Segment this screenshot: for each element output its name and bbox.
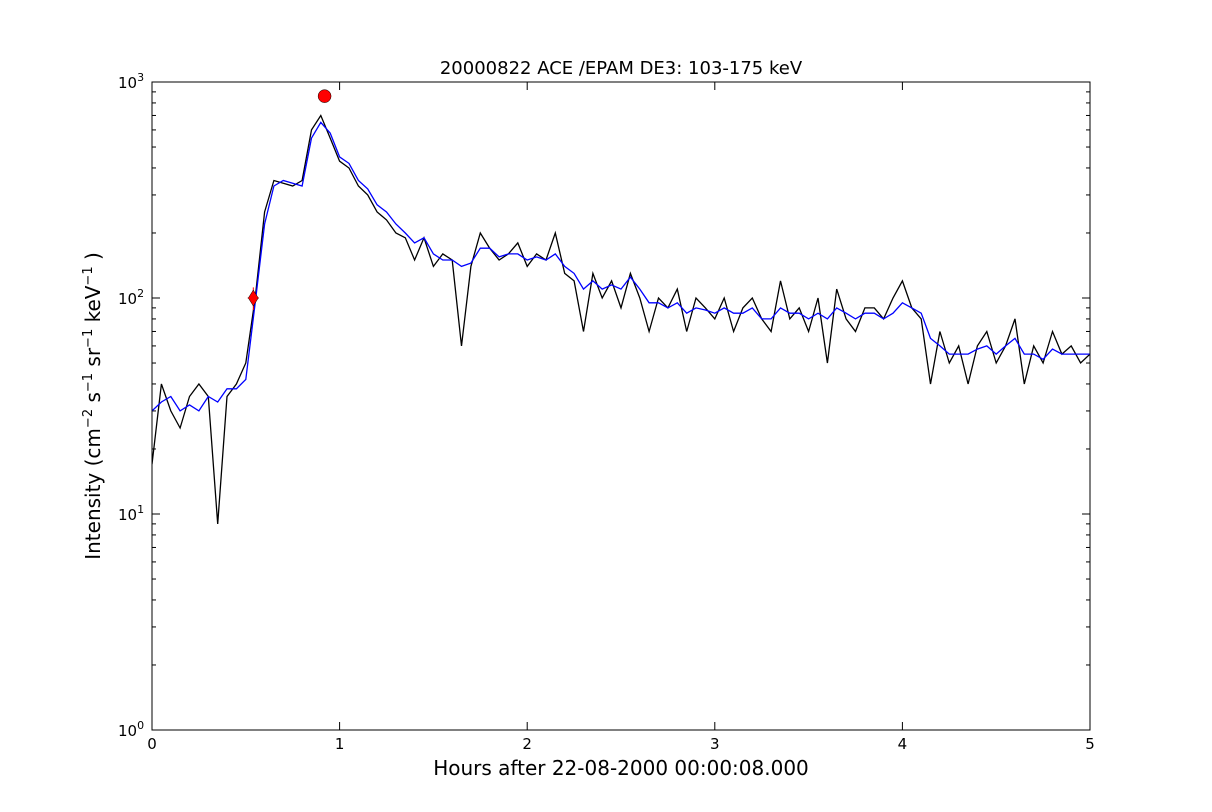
x-tick-label: 2 [522,735,532,753]
x-axis-label: Hours after 22-08-2000 00:00:08.000 [433,756,809,780]
marker-circle [317,89,332,103]
y-axis-label-exponent: −2 [81,409,96,428]
y-tick-base: 10 [118,722,137,740]
marker-diamond [248,289,259,307]
y-tick-exponent: 3 [137,71,144,84]
y-tick-base: 10 [118,506,137,524]
series-line [152,121,1090,412]
y-axis-label: Intensity (cm−2 s−1 sr−1 keV−1 ) [81,252,105,560]
y-axis-label-exponent: −1 [81,329,96,348]
y-axis-label-part: Intensity (cm [81,428,105,560]
y-axis-label-exponent: −1 [81,373,96,392]
y-tick-exponent: 2 [137,287,144,300]
y-tick-label: 100 [118,719,144,740]
y-tick-label: 103 [118,71,144,92]
x-tick-label: 0 [147,735,157,753]
y-axis-label-part: ) [81,252,105,266]
y-axis-label-part: keV [81,285,105,329]
y-axis-label-part: s [81,392,105,409]
x-tick-label: 5 [1085,735,1095,753]
y-axis-label-part: sr [81,347,105,373]
x-tick-label: 4 [898,735,908,753]
y-tick-label: 102 [118,287,144,308]
x-tick-label: 3 [710,735,720,753]
y-tick-base: 10 [118,290,137,308]
y-axis-label-exponent: −1 [81,266,96,285]
x-tick-label: 1 [335,735,345,753]
y-tick-base: 10 [118,74,137,92]
chart-title: 20000822 ACE /EPAM DE3: 103-175 keV [440,58,803,79]
plot-frame [151,81,1091,731]
y-tick-label: 101 [118,503,144,524]
y-tick-exponent: 1 [137,503,144,516]
series-line [152,114,1090,524]
y-tick-exponent: 0 [137,719,144,732]
